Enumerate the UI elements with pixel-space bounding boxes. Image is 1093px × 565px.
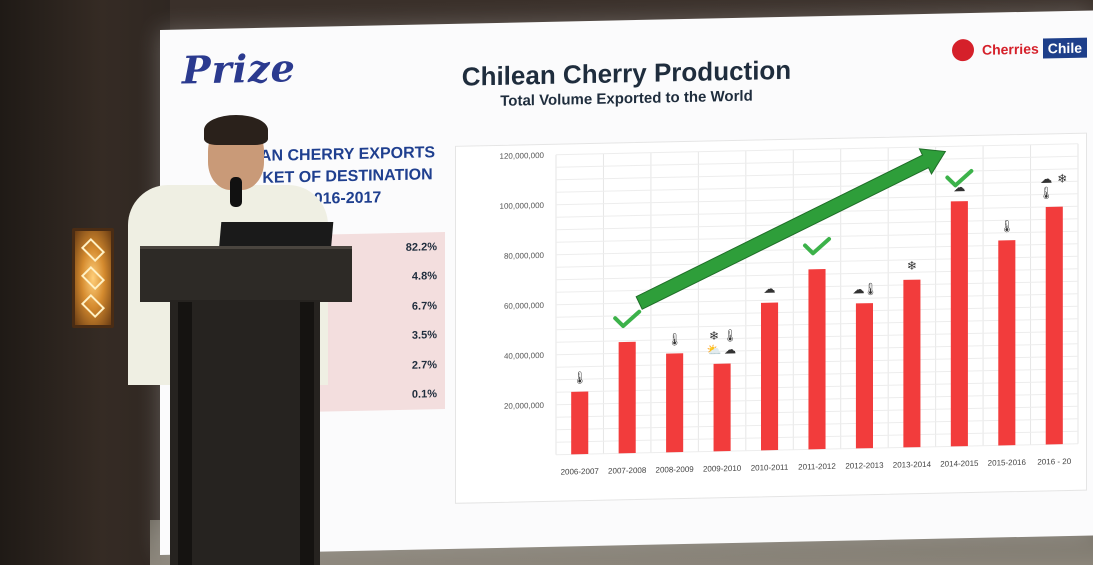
podium-body <box>170 300 320 565</box>
trend-arrow <box>635 148 947 310</box>
trend-arrow-shape <box>635 148 947 310</box>
grid-line-horizontal <box>556 155 1078 168</box>
rain-cloud-icon: ☁ <box>852 282 864 296</box>
podium-support <box>300 302 314 565</box>
thermometer-icon: 🌡 <box>999 219 1014 233</box>
thermometer-icon: 🌡 <box>1039 186 1054 200</box>
row-percent: 2.7% <box>411 358 437 372</box>
snowflake-icon: ❄ <box>907 259 917 273</box>
row-percent: 4.8% <box>411 270 437 283</box>
bar <box>1045 206 1063 445</box>
podium <box>140 246 352 565</box>
x-tick-label: 2016 - 20 <box>1037 457 1071 467</box>
check-icon <box>803 236 831 256</box>
presenter-hair <box>204 115 268 145</box>
grid-line-horizontal <box>556 143 1078 156</box>
sun-cloud-icon: ⛅ <box>707 343 722 357</box>
x-tick-label: 2013-2014 <box>893 460 932 470</box>
grid-line-horizontal <box>556 218 1078 231</box>
bar <box>713 363 731 452</box>
x-tick-label: 2014-2015 <box>940 459 979 469</box>
row-percent: 6.7% <box>411 299 437 313</box>
snowflake-icon: ❄ <box>709 329 719 343</box>
chart-canvas: 20,000,000 40,000,000 60,000,000 80,000,000… <box>500 143 1079 477</box>
grid-line-horizontal <box>556 193 1078 206</box>
podium-top <box>140 246 352 302</box>
check-icon <box>613 309 642 329</box>
rain-cloud-icon: ☁ <box>953 180 965 194</box>
grid-line-horizontal <box>556 168 1078 181</box>
y-tick-label: 120,000,000 <box>500 151 545 161</box>
x-tick-label: 2012-2013 <box>845 461 884 471</box>
x-tick-label: 2009-2010 <box>703 464 742 474</box>
y-tick-label: 60,000,000 <box>504 301 545 311</box>
thermometer-icon: 🌡 <box>722 328 737 342</box>
y-tick-label: 40,000,000 <box>504 351 545 361</box>
thermometer-icon: 🌡 <box>863 282 878 296</box>
bar <box>666 353 684 453</box>
bar <box>950 201 968 447</box>
row-percent: 82.2% <box>405 240 437 254</box>
grid-line-horizontal <box>556 230 1078 243</box>
grid-line-horizontal <box>556 255 1078 268</box>
rain-cloud-icon: ☁ <box>764 282 776 296</box>
export-volume-chart: 20,000,000 40,000,000 60,000,000 80,000,000… <box>455 132 1087 504</box>
y-tick-label: 20,000,000 <box>504 401 545 411</box>
x-tick-label: 2015-2016 <box>988 458 1027 468</box>
projection-screen: Prize Cherries Chile Chilean Cherry Prod… <box>160 10 1093 556</box>
x-tick-label: 2011-2012 <box>798 462 836 472</box>
bar <box>998 240 1016 446</box>
bar <box>571 391 589 455</box>
bar <box>618 341 636 454</box>
y-tick-label: 80,000,000 <box>504 251 545 261</box>
rain-cloud-icon: ☁ <box>724 342 736 356</box>
x-tick-label: 2010-2011 <box>751 463 789 473</box>
rain-cloud-icon: ☁ <box>1040 172 1052 186</box>
x-tick-label: 2007-2008 <box>608 466 647 476</box>
bar <box>761 302 779 451</box>
row-percent: 0.1% <box>411 388 437 401</box>
bar <box>855 303 873 449</box>
microphone <box>230 177 242 207</box>
y-tick-label: 100,000,000 <box>500 201 545 211</box>
x-tick-label: 2008-2009 <box>656 465 695 475</box>
podium-support <box>178 302 192 565</box>
row-percent: 3.5% <box>411 329 437 342</box>
wall-sconce-light <box>72 228 114 328</box>
snowflake-icon: ❄ <box>1057 171 1067 185</box>
check-icon <box>945 169 974 188</box>
bar <box>903 279 921 448</box>
grid-line-horizontal <box>556 180 1078 193</box>
x-tick-label: 2006-2007 <box>561 467 600 477</box>
thermometer-icon: 🌡 <box>667 332 682 346</box>
bar <box>808 269 826 450</box>
thermometer-icon: 🌡 <box>572 371 587 385</box>
